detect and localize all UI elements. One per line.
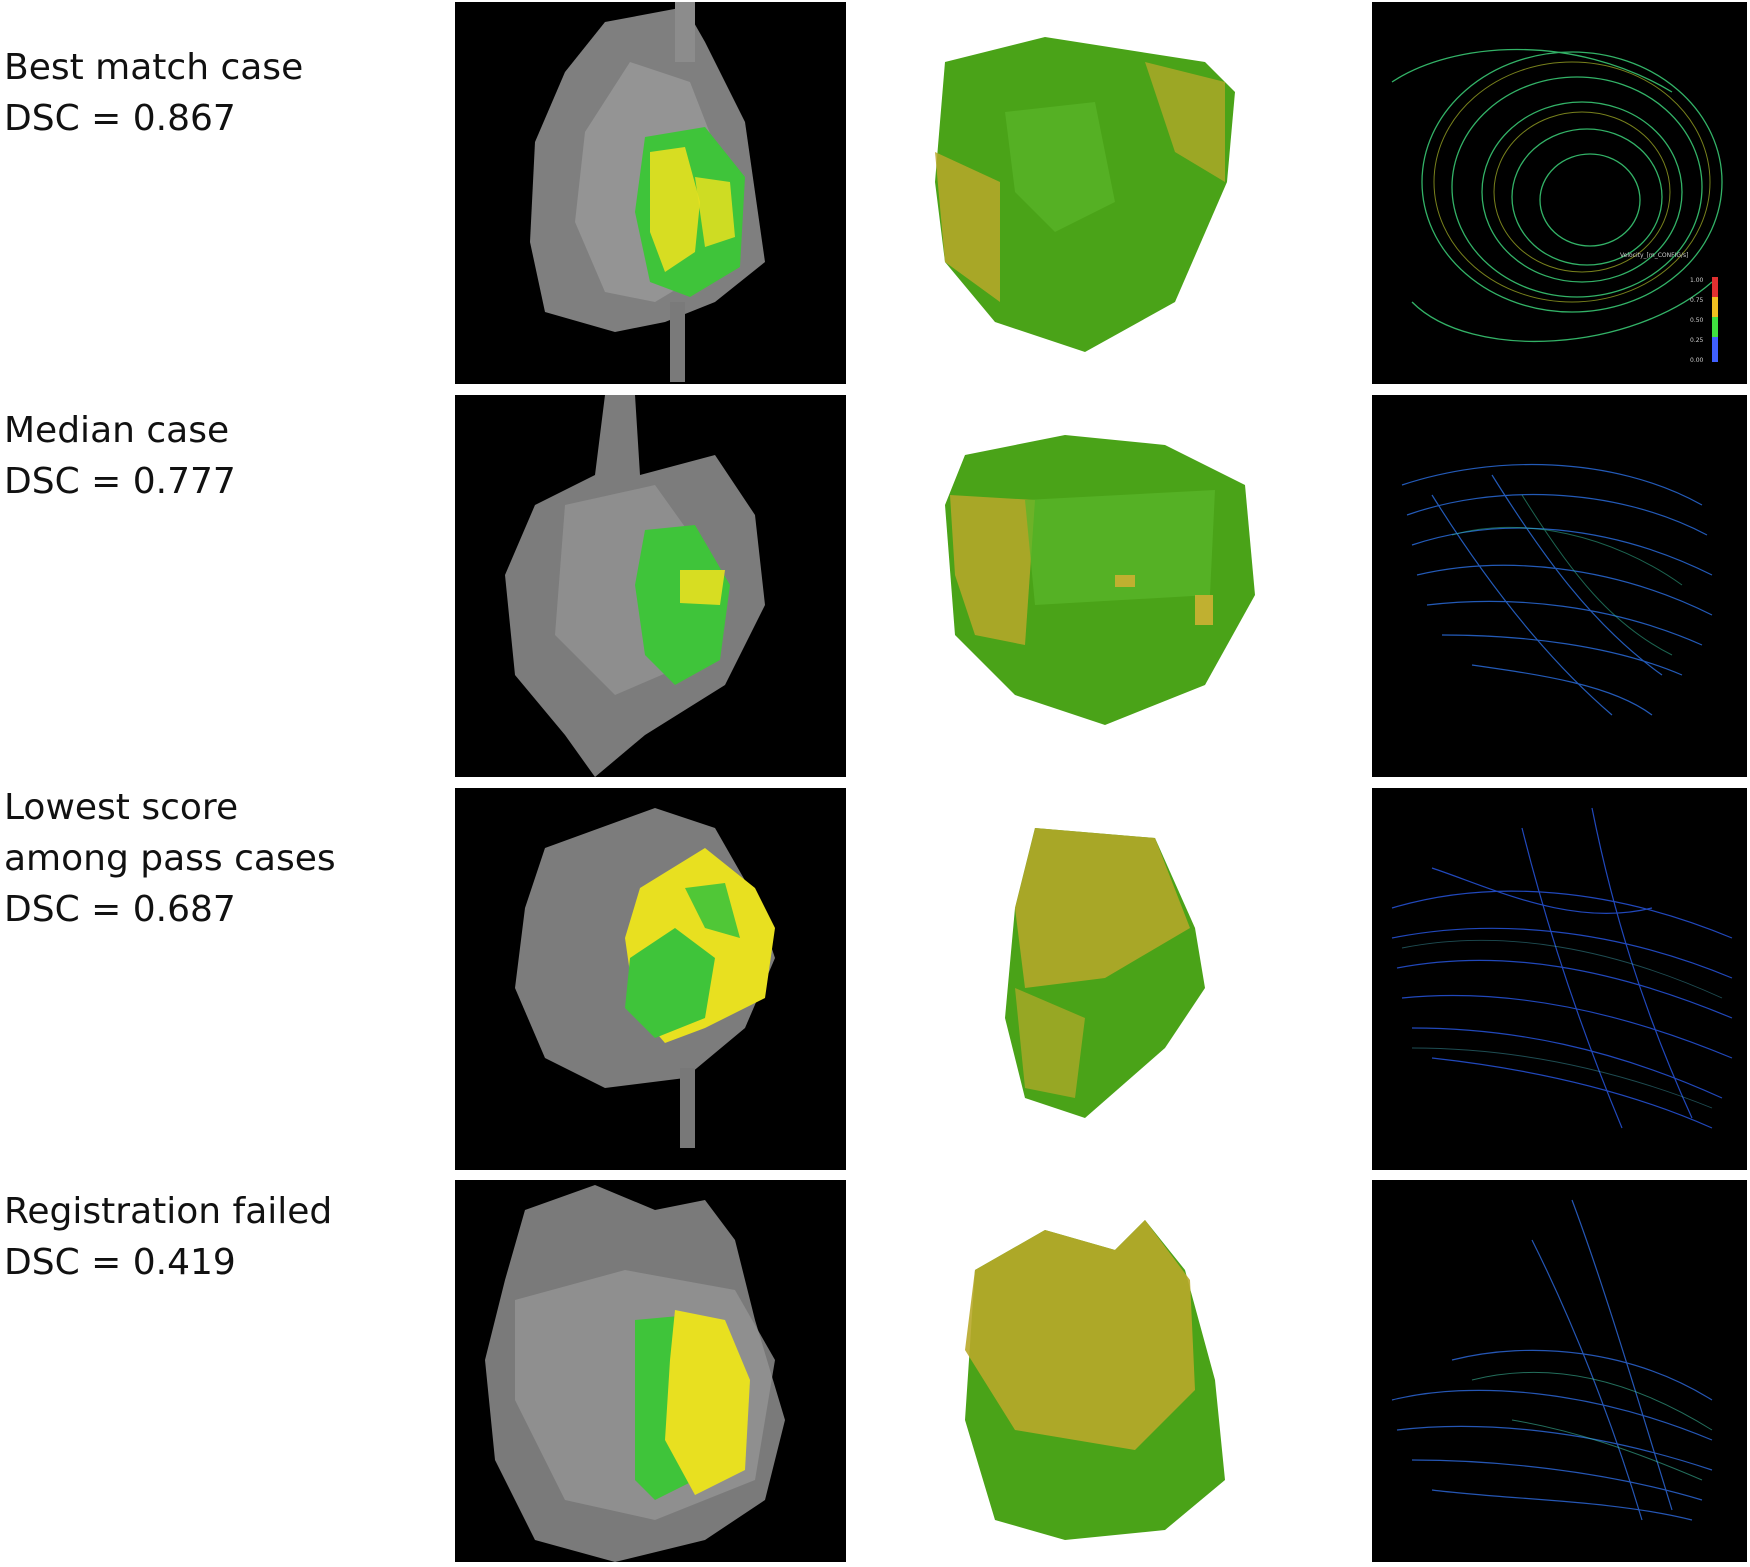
colorbar-title: Velocity_[m_CONFIG/s] (1620, 252, 1688, 259)
atrium-surface-render (905, 395, 1305, 777)
case-label: Lowest score among pass cases DSC = 0.68… (4, 782, 444, 935)
case-title-line: Registration failed (4, 1191, 333, 1232)
colorbar-tick: 0.50 (1690, 317, 1704, 324)
colorbar-tick: 0.75 (1690, 297, 1704, 304)
heart-3d-render (455, 2, 846, 384)
flow-streamline-render (1372, 788, 1747, 1170)
heart-3d-render (455, 395, 846, 777)
flow-streamline-render (1372, 1180, 1747, 1562)
colorbar-tick: 0.25 (1690, 337, 1704, 344)
atrium-surface-render (905, 788, 1305, 1170)
dsc-value: DSC = 0.867 (4, 98, 236, 139)
heart-3d-render (455, 788, 846, 1170)
atrium-surface-render (905, 2, 1305, 384)
flow-streamline-render: Velocity_[m_CONFIG/s] 1.00 0.75 0.50 0.2… (1372, 2, 1747, 384)
flow-streamline-render (1372, 395, 1747, 777)
case-label: Best match case DSC = 0.867 (4, 42, 444, 144)
atrium-surface-render (905, 1180, 1305, 1562)
colorbar-tick: 1.00 (1690, 277, 1704, 284)
case-label: Median case DSC = 0.777 (4, 405, 444, 507)
case-title-line: Lowest score (4, 787, 239, 828)
case-label: Registration failed DSC = 0.419 (4, 1186, 444, 1288)
colorbar-tick: 0.00 (1690, 357, 1704, 364)
dsc-value: DSC = 0.419 (4, 1242, 236, 1283)
dsc-value: DSC = 0.687 (4, 889, 236, 930)
heart-3d-render (455, 1180, 846, 1562)
case-title-line: Best match case (4, 47, 304, 88)
dsc-value: DSC = 0.777 (4, 461, 236, 502)
velocity-colorbar: Velocity_[m_CONFIG/s] 1.00 0.75 0.50 0.2… (1620, 252, 1718, 364)
case-title-line: among pass cases (4, 838, 336, 879)
case-title-line: Median case (4, 410, 230, 451)
